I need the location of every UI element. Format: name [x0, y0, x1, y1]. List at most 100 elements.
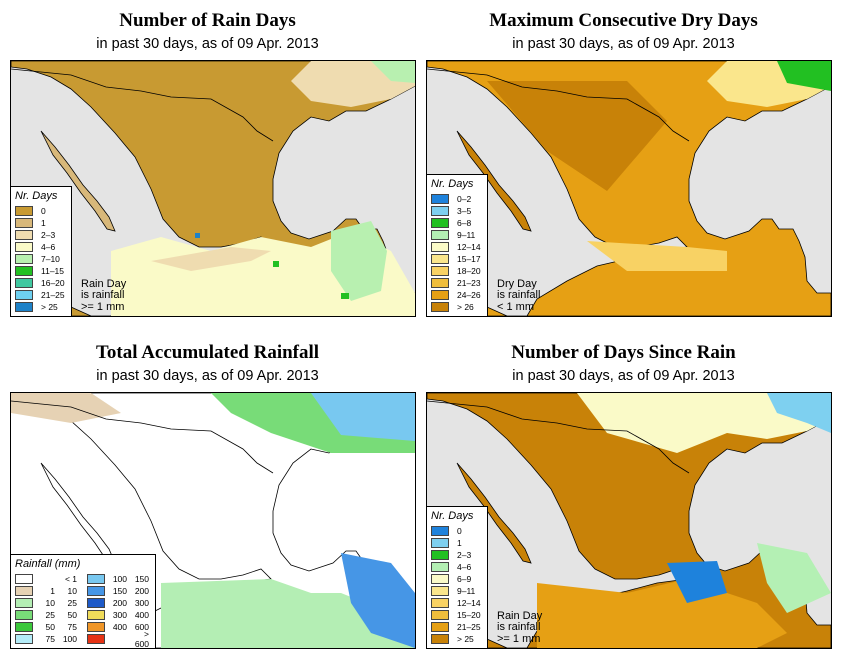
- region-south: [537, 579, 787, 648]
- region-yucatan: [757, 543, 831, 613]
- legend-label: 2–3: [41, 230, 56, 240]
- legend-rain-days: Nr. Days 0 1 2–3 4–6 7–10 11–15 16–20 21–25 > 25: [11, 186, 72, 316]
- legend-title: Nr. Days: [431, 510, 474, 522]
- legend-item: 11–15: [15, 265, 65, 277]
- legend-item: 50 75: [15, 621, 77, 633]
- legend-item: 0: [15, 205, 65, 217]
- legend-title: Nr. Days: [15, 190, 58, 202]
- legend-swatch: [431, 610, 449, 620]
- legend-swatch: [431, 302, 449, 312]
- note-line: < 1 mm: [497, 300, 534, 313]
- legend-item: 100 150: [87, 573, 149, 585]
- pixel-cluster: [341, 293, 349, 299]
- legend-to: 50: [67, 610, 77, 620]
- legend-label: 11–15: [41, 266, 65, 276]
- region-south: [587, 241, 727, 271]
- note-line: is rainfall: [81, 289, 125, 301]
- legend-swatch: [431, 194, 449, 204]
- legend-to: 100: [62, 634, 77, 644]
- legend-item: 1 10: [15, 585, 77, 597]
- legend-swatch: [431, 574, 449, 584]
- legend-item: > 26: [431, 301, 481, 313]
- legend-swatch: [431, 290, 449, 300]
- legend-label: 9–11: [457, 230, 476, 240]
- legend-title: Rainfall (mm): [15, 558, 81, 570]
- legend-item: 21–23: [431, 277, 481, 289]
- legend-item: > 600: [87, 629, 149, 648]
- legend-swatch: [431, 586, 449, 596]
- legend-label: 9–11: [457, 586, 476, 596]
- region-northwest: [11, 393, 121, 423]
- legend-title: Nr. Days: [431, 178, 474, 190]
- note-line: >= 1 mm: [497, 632, 541, 645]
- legend-label: 3–5: [457, 206, 472, 216]
- rain-day-note: Rain Day is rainfall >= 1 mm: [497, 609, 543, 646]
- region-east: [767, 393, 831, 433]
- legend-label: 2–3: [457, 550, 472, 560]
- map-svg: [11, 61, 415, 316]
- legend-item: 300 400: [87, 609, 149, 621]
- legend-from: 1: [50, 586, 55, 596]
- legend-swatch: [431, 242, 449, 252]
- legend-to: 400: [134, 610, 149, 620]
- legend-to: 150: [134, 574, 149, 584]
- legend-label: 4–6: [457, 562, 472, 572]
- legend-item: 200 300: [87, 597, 149, 609]
- legend-label: 12–14: [457, 242, 481, 252]
- legend-label: 6–8: [457, 218, 472, 228]
- note-line: Rain Day: [497, 609, 543, 622]
- legend-swatch: [15, 622, 33, 632]
- panel-subtitle: in past 30 days, as of 09 Apr. 2013: [512, 36, 735, 52]
- legend-from: 10: [45, 598, 55, 608]
- region-blue: [667, 561, 727, 603]
- legend-item: 150 200: [87, 585, 149, 597]
- region-east: [311, 393, 415, 441]
- region-interior: [487, 81, 667, 191]
- pixel-cluster: [195, 233, 200, 238]
- region-yucatan: [341, 553, 415, 648]
- legend-item: 75 100: [15, 633, 77, 645]
- note-line: Rain Day: [81, 277, 127, 290]
- map-dry-days: Nr. Days 0–2 3–5 6–8 9–11 12–14 15–17 18–20 21–…: [426, 60, 832, 317]
- legend-item: 16–20: [15, 277, 65, 289]
- legend-from: 25: [45, 610, 55, 620]
- legend-from: 300: [112, 610, 127, 620]
- legend-swatch: [431, 266, 449, 276]
- legend-swatch: [87, 622, 105, 632]
- legend-label: 18–20: [457, 266, 481, 276]
- legend-item: 6–9: [431, 573, 481, 585]
- dry-day-note: Dry Day is rainfall < 1 mm: [497, 278, 540, 314]
- legend-item: 4–6: [431, 561, 481, 573]
- legend-to: < 1: [64, 574, 77, 584]
- legend-label: 21–25: [41, 290, 65, 300]
- legend-to: 300: [134, 598, 149, 608]
- legend-swatch: [15, 610, 33, 620]
- legend-swatch: [431, 278, 449, 288]
- panel-subtitle: in past 30 days, as of 09 Apr. 2013: [512, 368, 735, 384]
- legend-swatch: [15, 266, 33, 276]
- legend-label: 4–6: [41, 242, 56, 252]
- legend-to: 10: [67, 586, 77, 596]
- legend-swatch: [87, 598, 105, 608]
- legend-label: 0: [457, 526, 462, 536]
- map-svg: [427, 393, 831, 648]
- legend-swatch: [15, 302, 33, 312]
- legend-label: 7–10: [41, 254, 60, 264]
- legend-label: > 26: [457, 302, 474, 312]
- legend-item: 4–6: [15, 241, 65, 253]
- legend-item: > 25: [15, 301, 65, 313]
- legend-from: 50: [45, 622, 55, 632]
- legend-days-since: Nr. Days 0 1 2–3 4–6 6–9 9–11 12–14 15–20 21–25 >…: [427, 506, 488, 648]
- legend-to: 25: [67, 598, 77, 608]
- panel-subtitle: in past 30 days, as of 09 Apr. 2013: [96, 368, 319, 384]
- legend-swatch: [431, 230, 449, 240]
- legend-item: 21–25: [15, 289, 65, 301]
- legend-grid: < 1 1 10 10 25 25 50 50 75 75 100 100 150 150 200 200 3…: [15, 573, 149, 648]
- legend-label: 12–14: [457, 598, 481, 608]
- panel-rain-days: Number of Rain Days in past 30 days, as …: [0, 0, 416, 326]
- legend-to: 75: [67, 622, 77, 632]
- map-total-rain: Rainfall (mm) < 1 1 10 10 25 25 50 50 75 75 100 10…: [10, 392, 416, 649]
- legend-to: 600: [134, 622, 149, 632]
- legend-rows: 0 1 2–3 4–6 7–10 11–15 16–20 21–25 > 25: [15, 205, 65, 313]
- legend-label: 0–2: [457, 194, 472, 204]
